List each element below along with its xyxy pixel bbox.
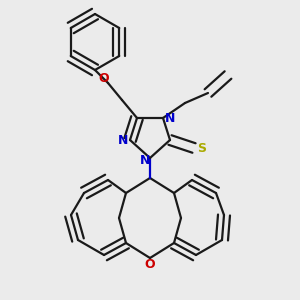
Text: O: O — [99, 71, 109, 85]
Text: S: S — [197, 142, 206, 154]
Text: N: N — [140, 154, 150, 166]
Text: N: N — [165, 112, 175, 124]
Text: O: O — [145, 259, 155, 272]
Text: N: N — [118, 134, 128, 146]
